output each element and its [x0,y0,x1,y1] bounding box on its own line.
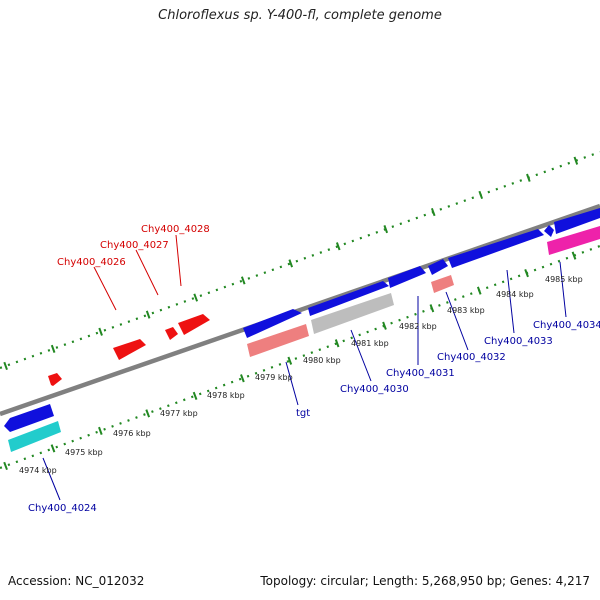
cds-4032[interactable] [428,259,448,275]
gray-feature[interactable] [311,293,394,334]
tick-mark [383,225,389,234]
gene-label-4031[interactable]: Chy400_4031 [386,368,455,379]
tick-mark [192,391,198,400]
bottom-gene-labels: Chy400_4024 tgt Chy400_4030 Chy400_4031 … [28,320,600,514]
tick-mark [571,251,577,260]
scale-label: 4984 kbp [496,290,534,299]
tick-mark [429,304,435,313]
tick-mark [145,409,151,418]
summary-text: Topology: circular; Length: 5,268,950 bp… [260,574,590,588]
tick-mark [50,444,56,453]
upper-tick-track [0,150,600,371]
trna-cyan-feature[interactable] [8,421,61,452]
gene-label-4030[interactable]: Chy400_4030 [340,384,409,395]
bottom-label-leaders [42,261,567,501]
gene-label-4033[interactable]: Chy400_4033 [484,336,553,347]
top-gene-labels: Chy400_4026 Chy400_4027 Chy400_4028 [57,224,210,268]
tick-mark [240,374,245,383]
upper-feature-red-2[interactable] [113,339,146,360]
upper-feature-red-3[interactable] [165,327,178,340]
tick-mark [476,286,482,295]
pink-feature-small[interactable] [431,275,454,293]
tick-mark [430,207,436,217]
top-label-leaders [93,234,182,311]
tick-mark [524,269,529,278]
lower-tick-track [0,244,600,471]
tick-mark [573,156,579,165]
scale-labels: 4974 kbp 4975 kbp 4976 kbp 4977 kbp 4978… [19,275,583,475]
gene-label-4028[interactable]: Chy400_4028 [141,224,210,235]
tick-mark [335,242,341,251]
tick-mark [240,276,246,285]
tick-mark [3,461,8,471]
cds-4031[interactable] [388,266,426,288]
cds-4034[interactable] [544,208,600,237]
gene-label-4024[interactable]: Chy400_4024 [28,503,97,514]
tick-mark [478,190,484,200]
scale-label: 4975 kbp [65,448,103,457]
tick-mark [334,339,340,348]
tgt-pink-feature[interactable] [247,324,309,357]
tick-mark [287,356,293,365]
upper-feature-red-4[interactable] [178,314,210,335]
tick-mark [98,426,103,435]
magenta-feature[interactable] [547,226,600,255]
upper-feature-red-1[interactable] [48,373,62,386]
cds-4033[interactable] [448,229,544,268]
scale-label: 4979 kbp [255,373,293,382]
scale-label: 4978 kbp [207,391,245,400]
accession-text: Accession: NC_012032 [8,574,145,588]
gene-label-4027[interactable]: Chy400_4027 [100,240,169,251]
scale-label: 4980 kbp [303,356,341,365]
scale-label: 4982 kbp [399,322,437,331]
tick-mark [526,173,531,182]
tick-mark [382,321,387,330]
tick-mark [288,259,294,268]
map-title: Chloroflexus sp. Y-400-fl, complete geno… [158,8,442,23]
gene-label-4034[interactable]: Chy400_4034 [533,320,600,331]
tick-mark [3,361,8,371]
cds-4030[interactable] [308,281,389,316]
cds-4024[interactable] [4,404,54,432]
tick-mark [98,327,103,336]
scale-label: 4983 kbp [447,306,485,315]
gene-label-tgt[interactable]: tgt [296,408,310,419]
scale-label: 4974 kbp [19,466,57,475]
scale-label: 4985 kbp [545,275,583,284]
tick-mark [145,310,151,319]
scale-label: 4977 kbp [160,409,198,418]
tick-mark [193,293,199,302]
scale-label: 4976 kbp [113,429,151,438]
scale-label: 4981 kbp [351,339,389,348]
gene-label-4032[interactable]: Chy400_4032 [437,352,506,363]
tick-mark [50,344,56,353]
genome-backbone [0,203,600,417]
cds-4029[interactable] [243,309,302,338]
gene-label-4026[interactable]: Chy400_4026 [57,257,126,268]
